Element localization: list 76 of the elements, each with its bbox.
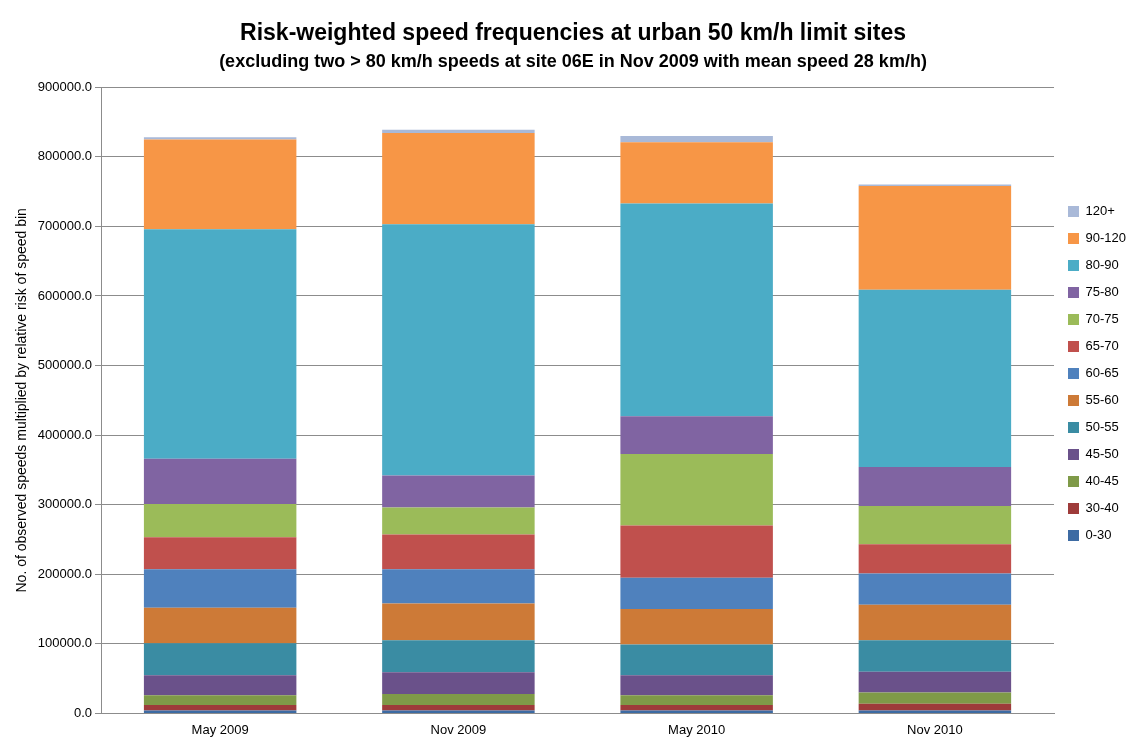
bar [382,603,535,641]
bar [382,672,535,694]
bar [143,607,297,644]
bar [143,229,297,459]
y-tick-label: 100000.0 [37,635,93,651]
bar [858,573,1012,605]
bar [620,644,773,676]
y-tick-label: 300000.0 [37,496,93,512]
bar [858,604,1012,641]
bar [620,525,773,578]
legend-label: 65-70 [1085,338,1119,354]
bar [382,640,535,673]
bar [620,609,773,645]
bar [620,416,773,454]
y-tick-label: 400000.0 [37,426,93,442]
bar [620,203,773,417]
x-tick-label: Nov 2010 [907,721,963,737]
bar [143,695,297,706]
legend-label: 30-40 [1085,500,1119,516]
bar [620,577,773,610]
bar [143,675,297,696]
legend-label: 60-65 [1085,365,1119,381]
bar [620,695,773,706]
bar [143,137,297,140]
bar [620,675,773,696]
bar [382,569,535,604]
bar [382,224,535,476]
bar [858,640,1012,672]
bar [382,705,535,711]
bar [858,703,1012,711]
y-tick-label: 0.0 [73,704,93,720]
bar [143,705,297,711]
bar [143,569,297,608]
bar [382,534,535,570]
y-tick-label: 200000.0 [37,565,93,581]
y-tick-label: 500000.0 [37,357,93,373]
bar [620,142,773,204]
bar [620,453,773,526]
legend-label: 45-50 [1085,446,1119,462]
legend-label: 70-75 [1085,311,1119,327]
y-tick-label: 900000.0 [37,78,93,94]
x-tick-label: May 2009 [191,721,249,737]
bar [858,506,1012,545]
bar [143,643,297,676]
legend-label: 80-90 [1085,257,1119,273]
y-tick-label: 600000.0 [37,287,93,303]
legend-label: 75-80 [1085,284,1119,300]
chart-subtitle: (excluding two > 80 km/h speeds at site 06E in Nov 2009 with mean speed 28 km/h) [219,51,927,72]
bar [143,537,297,570]
bar [382,507,535,535]
bar [143,139,297,230]
legend-label: 50-55 [1085,419,1119,435]
bar [858,467,1012,507]
legend-label: 120+ [1085,203,1115,219]
bar [620,705,773,711]
bar [858,671,1012,693]
bar [143,458,297,504]
bar [620,135,773,143]
legend-label: 40-45 [1085,473,1119,489]
legend-label: 90-120 [1085,230,1127,246]
y-tick-label: 700000.0 [37,217,93,233]
chart-title: Risk-weighted speed frequencies at urban 50 km/h limit sites [240,19,906,46]
legend-label: 55-60 [1085,392,1119,408]
x-tick-label: May 2010 [668,721,726,737]
bar [858,186,1012,290]
bar [143,503,297,538]
legend-label: 0-30 [1085,527,1112,543]
bar [858,692,1012,704]
bar [858,544,1012,574]
x-tick-label: Nov 2009 [430,721,487,737]
bar [858,289,1012,468]
y-tick-label: 800000.0 [37,148,93,164]
bar [382,693,535,706]
bar [382,475,535,508]
y-axis-title: No. of observed speeds multiplied by relative risk of speed bin [13,208,30,593]
bar [382,133,535,225]
